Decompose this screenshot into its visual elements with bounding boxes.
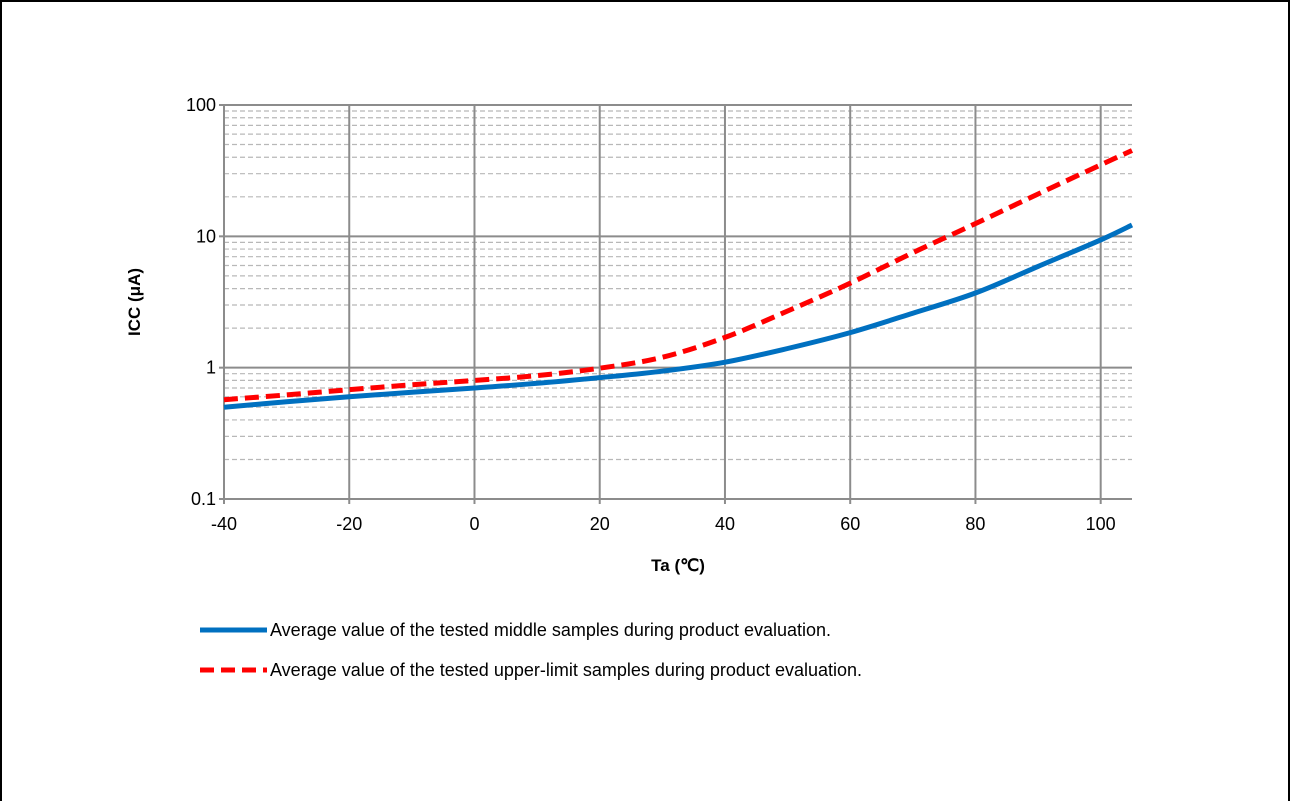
x-tick-label: -40 [211,514,237,534]
y-tick-label: 100 [186,95,216,115]
minor-gridlines [224,110,1132,461]
y-tick-label: 1 [206,358,216,378]
x-tick-label: 40 [715,514,735,534]
x-tick-label: 20 [590,514,610,534]
x-tick-label: 60 [840,514,860,534]
series-line-upper-limit-samples [223,148,1134,403]
x-tick-label: -20 [336,514,362,534]
x-tick-label: 100 [1086,514,1116,534]
y-axis-ticks: 0.1 1 10 100 [186,95,216,509]
series-line-middle-samples [223,222,1134,410]
major-gridlines [219,104,1132,504]
y-axis-title: ICC (μA) [125,268,144,336]
series-layer [223,148,1134,410]
legend: Average value of the tested middle sampl… [200,620,862,680]
y-tick-label: 10 [196,226,216,246]
x-tick-label: 80 [965,514,985,534]
x-tick-label: 0 [469,514,479,534]
legend-label-upper-limit-samples: Average value of the tested upper-limit … [270,660,862,680]
x-axis-ticks: -40 -20 0 20 40 60 80 100 [211,514,1116,534]
y-tick-label: 0.1 [191,489,216,509]
legend-label-middle-samples: Average value of the tested middle sampl… [270,620,831,640]
x-axis-title: Ta (℃) [651,556,705,575]
